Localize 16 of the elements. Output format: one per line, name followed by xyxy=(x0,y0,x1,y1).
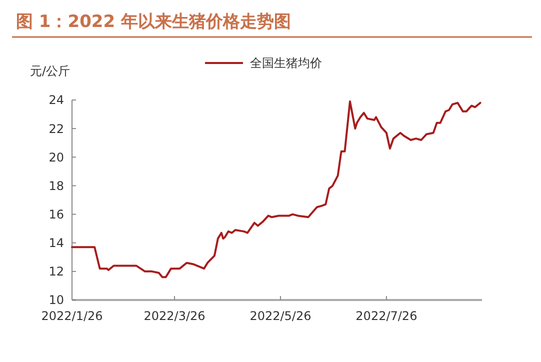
x-tick-label: 2022/1/26 xyxy=(41,309,103,323)
y-tick-label: 24 xyxy=(48,93,64,108)
x-tick-label: 2022/7/26 xyxy=(356,309,418,323)
y-tick-label: 20 xyxy=(48,150,64,164)
line-series xyxy=(71,100,482,278)
y-axis-title: 元/公斤 xyxy=(30,64,70,78)
y-tick-label: 10 xyxy=(48,293,64,308)
x-tick-label: 2022/5/26 xyxy=(250,309,312,323)
chart-title: 图 1：2022 年以来生猪价格走势图 xyxy=(16,12,291,32)
y-tick-label: 14 xyxy=(48,236,64,250)
y-tick-label: 18 xyxy=(48,178,64,193)
y-tick-label: 12 xyxy=(48,264,64,279)
y-tick-label: 22 xyxy=(48,122,64,136)
legend-label: 全国生猪均价 xyxy=(250,56,322,70)
y-tick-label: 16 xyxy=(48,207,64,222)
x-tick-label: 2022/3/26 xyxy=(144,309,206,323)
